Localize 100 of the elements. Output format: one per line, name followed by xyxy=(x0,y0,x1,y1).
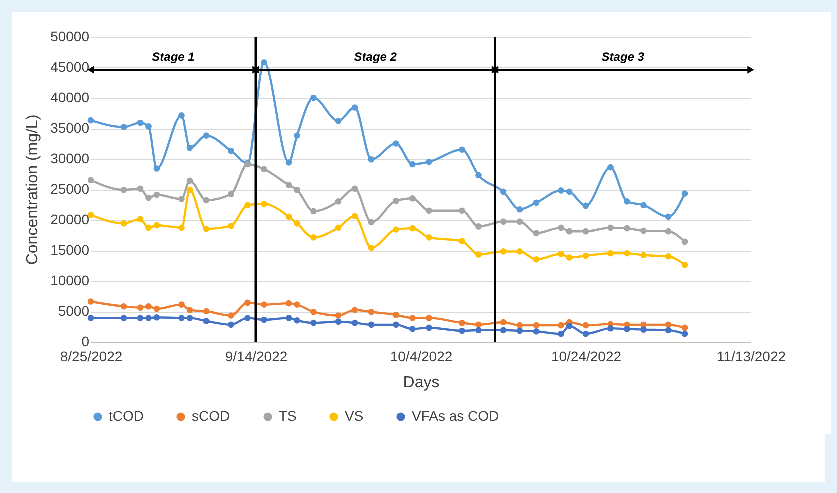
y-tick-label: 35000 xyxy=(50,120,90,136)
point xyxy=(665,214,672,220)
point xyxy=(682,330,688,338)
point xyxy=(146,303,152,310)
point xyxy=(137,186,144,192)
point xyxy=(393,322,400,328)
x-tick-label: 8/25/2022 xyxy=(60,348,123,364)
point xyxy=(393,198,400,204)
point xyxy=(352,186,358,192)
point xyxy=(500,188,507,196)
point xyxy=(426,324,432,332)
x-axis-title: Days xyxy=(403,374,440,392)
point xyxy=(608,325,614,332)
y-tick-label: 30000 xyxy=(50,150,90,166)
point xyxy=(186,186,194,194)
point xyxy=(178,112,185,119)
y-tick-label: 25000 xyxy=(50,181,90,197)
point xyxy=(352,104,358,111)
point xyxy=(120,124,128,130)
point xyxy=(516,322,524,329)
point xyxy=(665,322,672,328)
point xyxy=(178,196,185,202)
point xyxy=(286,300,292,307)
point xyxy=(582,322,590,329)
point xyxy=(203,197,210,204)
point xyxy=(558,330,564,338)
point xyxy=(146,315,152,322)
point xyxy=(582,202,590,210)
point xyxy=(310,208,317,215)
y-tick-label: 45000 xyxy=(50,59,90,75)
point xyxy=(459,320,466,326)
point xyxy=(146,224,152,232)
point xyxy=(146,194,152,202)
point xyxy=(500,248,507,255)
point xyxy=(640,252,647,259)
point xyxy=(368,156,375,163)
point xyxy=(335,224,342,232)
point xyxy=(154,192,160,198)
point xyxy=(244,202,251,209)
point xyxy=(244,315,251,322)
legend-label: sCOD xyxy=(192,408,230,424)
point xyxy=(310,94,317,102)
legend-label: TS xyxy=(279,408,297,424)
point xyxy=(261,302,268,308)
point xyxy=(665,327,672,334)
point xyxy=(244,300,251,306)
x-tick-label: 9/14/2022 xyxy=(225,348,288,364)
point xyxy=(426,234,432,241)
point xyxy=(203,308,210,315)
point xyxy=(352,307,358,314)
annotation: Stage 1 xyxy=(152,50,196,64)
point xyxy=(186,307,194,314)
point xyxy=(665,253,672,260)
point xyxy=(310,320,317,326)
point xyxy=(608,164,614,171)
point xyxy=(533,230,540,237)
point xyxy=(410,225,416,232)
point xyxy=(566,228,573,235)
point xyxy=(682,190,688,197)
point xyxy=(137,315,144,322)
legend-label: VFAs as COD xyxy=(412,408,500,424)
point xyxy=(178,302,185,308)
point xyxy=(294,302,300,308)
point xyxy=(137,304,144,311)
point xyxy=(640,228,647,234)
y-tick-label: 5000 xyxy=(58,303,90,319)
point xyxy=(120,186,128,194)
point xyxy=(566,254,573,261)
point xyxy=(120,315,128,322)
point xyxy=(558,251,564,258)
point xyxy=(228,312,234,319)
point xyxy=(120,220,128,227)
point xyxy=(640,202,647,209)
point xyxy=(261,59,268,66)
point xyxy=(682,324,688,332)
point xyxy=(558,188,564,194)
point xyxy=(410,326,416,332)
point xyxy=(228,222,234,230)
point xyxy=(393,312,400,318)
point xyxy=(459,328,466,334)
point xyxy=(120,303,128,310)
y-tick-label: 40000 xyxy=(50,90,90,106)
point xyxy=(476,322,482,328)
point xyxy=(459,238,466,245)
point xyxy=(154,166,160,172)
point xyxy=(294,220,300,227)
point xyxy=(352,320,358,326)
point xyxy=(410,315,416,322)
annotation: Stage 3 xyxy=(602,50,645,64)
y-tick-label: 0 xyxy=(82,334,90,350)
point xyxy=(566,188,573,196)
point xyxy=(558,224,564,232)
legend-label: tCOD xyxy=(109,408,144,424)
point xyxy=(137,216,144,223)
point xyxy=(154,222,160,229)
point xyxy=(294,186,300,194)
point xyxy=(558,322,564,329)
point xyxy=(286,160,292,166)
point xyxy=(335,118,342,124)
x-tick-label: 10/4/2022 xyxy=(390,348,453,364)
